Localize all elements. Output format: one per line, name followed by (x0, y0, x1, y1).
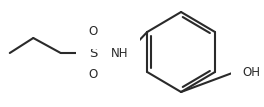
Text: S: S (89, 47, 97, 59)
Text: O: O (88, 25, 98, 37)
Text: OH: OH (243, 65, 261, 79)
Text: NH: NH (111, 47, 128, 59)
Text: O: O (88, 68, 98, 82)
